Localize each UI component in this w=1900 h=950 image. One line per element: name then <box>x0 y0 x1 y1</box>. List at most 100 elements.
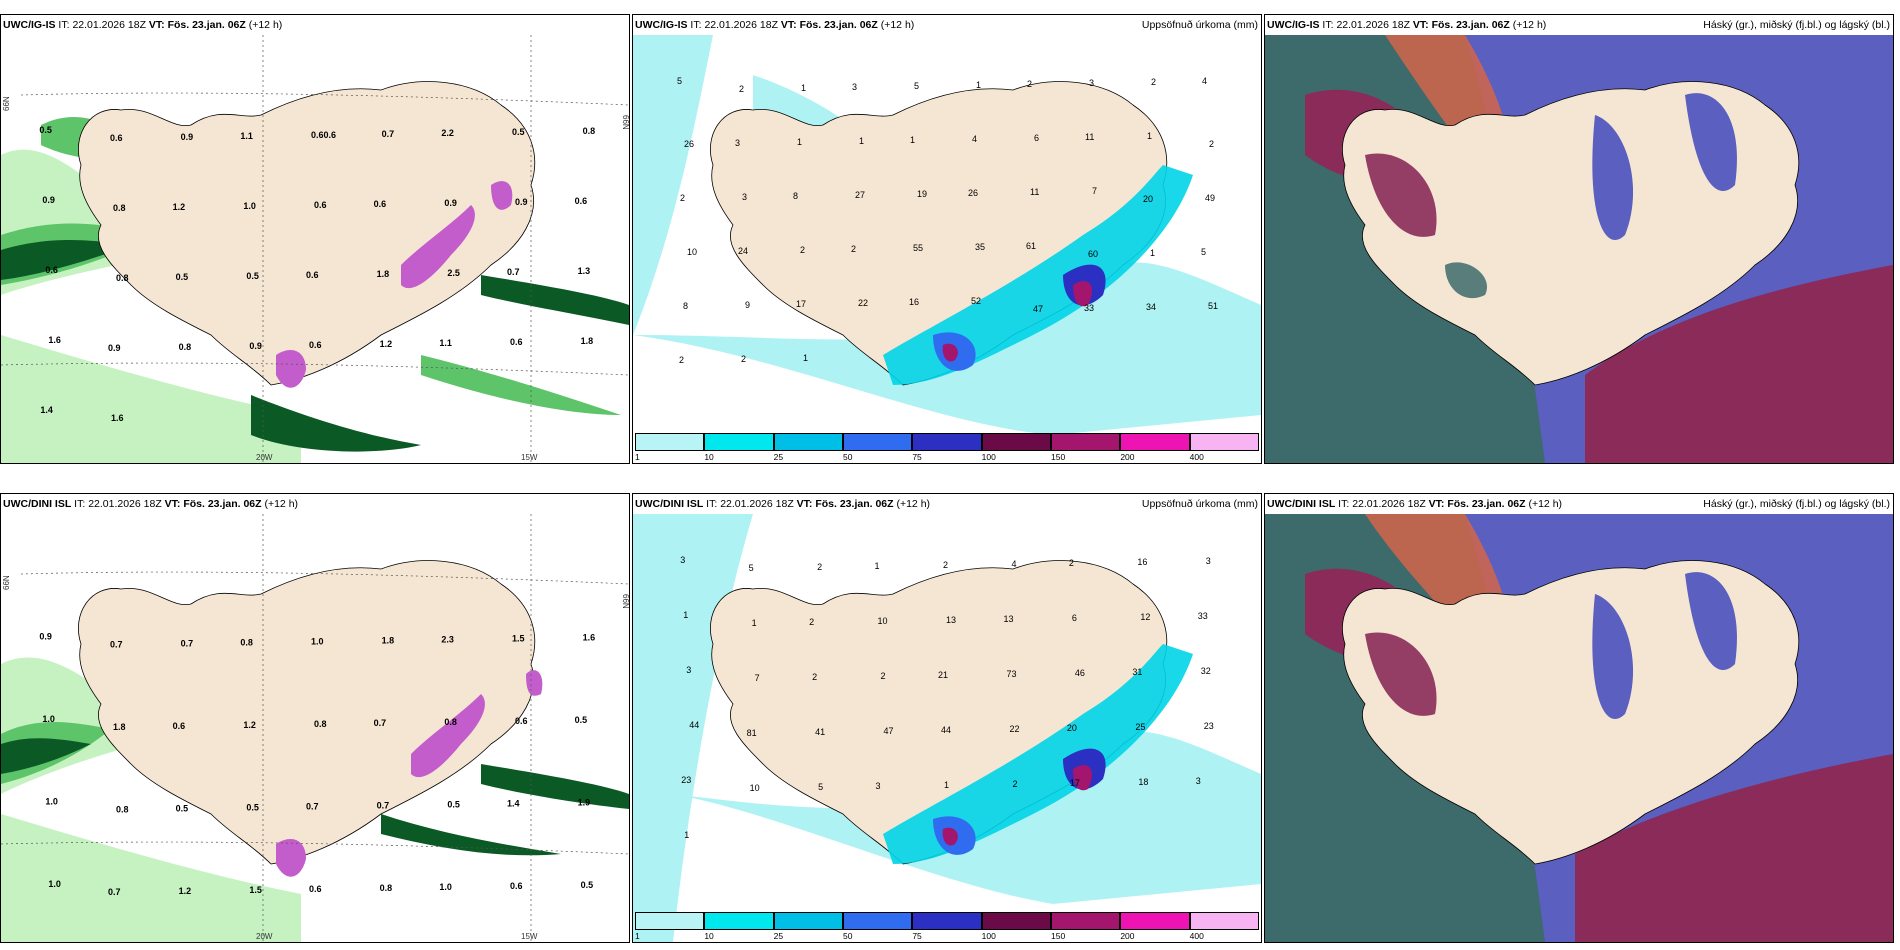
map-value-label: 17 <box>796 299 806 309</box>
map-value-label: 1.1 <box>439 338 452 348</box>
map-value-label: 2 <box>800 245 805 255</box>
map-value-label: 16 <box>909 297 919 307</box>
map-value-label: 0.6 <box>309 340 322 350</box>
map-value-label: 5 <box>677 76 682 86</box>
map-value-label: 1 <box>797 137 802 147</box>
map-value-label: 9 <box>745 300 750 310</box>
colorbar-segment <box>843 912 913 930</box>
map-value-label: 55 <box>913 243 923 253</box>
map-value-label: 0.8 <box>240 638 253 648</box>
map-value-label: 1.2 <box>173 202 186 212</box>
map-value-label: 1.3 <box>578 266 591 276</box>
map-value-label: 35 <box>975 242 985 252</box>
map-value-label: 1.6 <box>48 335 61 345</box>
map-value-label: 13 <box>946 615 956 625</box>
map-value-label: 1.8 <box>113 722 126 732</box>
map-value-label: 61 <box>1026 241 1036 251</box>
map-value-label: 3 <box>680 555 685 565</box>
map-value-label: 2 <box>741 354 746 364</box>
map-value-label: 0.9 <box>249 341 262 351</box>
colorbar-tick: 150 <box>1051 452 1066 462</box>
map-value-label: 2 <box>739 84 744 94</box>
map-value-label: 5 <box>914 81 919 91</box>
panel-title: UWC/IG-IS IT: 22.01.2026 18Z VT: Fös. 23… <box>635 19 915 31</box>
colorbar-segment <box>635 912 705 930</box>
map-value-label: 44 <box>941 725 951 735</box>
precip-title: Uppsöfnuð úrkoma (mm) <box>1141 19 1258 31</box>
map-value-label: 1 <box>976 80 981 90</box>
map-value-label: 33 <box>1198 611 1208 621</box>
map-value-label: 0.5 <box>447 800 460 810</box>
map-value-label: 0.9 <box>108 343 121 353</box>
map-value-label: 3 <box>1206 556 1211 566</box>
map-value-label: 1 <box>801 83 806 93</box>
map-value-label: 1.6 <box>583 633 596 643</box>
map-value-label: 0.9 <box>515 197 528 207</box>
colorbar-segment <box>1120 433 1190 451</box>
map-value-label: 2 <box>817 562 822 572</box>
map-value-label: 10 <box>878 616 888 626</box>
map-value-label: 0.6 <box>309 884 322 894</box>
map-value-label: 1 <box>859 136 864 146</box>
map-value-label: 1.2 <box>179 886 192 896</box>
map-value-label: 22 <box>1009 724 1019 734</box>
map-value-label: 3 <box>686 665 691 675</box>
map-value-label: 0.6 <box>173 721 186 731</box>
svg-text:66N: 66N <box>2 575 11 590</box>
map-value-label: 5 <box>818 782 823 792</box>
map-value-label: 0.5 <box>176 272 189 282</box>
map-value-label: 1.8 <box>382 636 395 646</box>
svg-text:66N: 66N <box>2 96 11 111</box>
cloud-map <box>1265 35 1893 463</box>
map-value-label: 3 <box>852 82 857 92</box>
map-value-label: 0.8 <box>314 719 327 729</box>
map-value-label: 1 <box>684 830 689 840</box>
map-value-label: 0.6 <box>306 270 319 280</box>
panel-title: UWC/DINI ISL IT: 22.01.2026 18Z VT: Fös.… <box>1267 498 1563 510</box>
map-value-label: 0.6 <box>575 196 588 206</box>
colorbar-tick: 400 <box>1189 452 1204 462</box>
colorbar-segment <box>704 433 774 451</box>
map-value-label: 1 <box>1150 248 1155 258</box>
map-value-label: 1.6 <box>111 413 124 423</box>
map-value-label: 32 <box>1201 666 1211 676</box>
map-value-label: 0.9 <box>444 198 457 208</box>
colorbar-tick: 10 <box>704 452 714 462</box>
map-value-label: 0.6 <box>510 337 523 347</box>
map-value-label: 33 <box>1084 303 1094 313</box>
colorbar-segment <box>704 912 774 930</box>
map-value-label: 0.7 <box>377 801 390 811</box>
map-value-label: 1.0 <box>439 882 452 892</box>
map-value-label: 5 <box>1201 247 1206 257</box>
map-value-label: 1 <box>944 780 949 790</box>
row1-wind-panel: UWC/IG-IS IT: 22.01.2026 18Z VT: Fös. 23… <box>0 14 630 464</box>
map-value-label: 1.4 <box>40 405 53 415</box>
colorbar-segment <box>1120 912 1190 930</box>
map-value-label: 4 <box>972 134 977 144</box>
map-value-label: 1.5 <box>512 634 525 644</box>
colorbar-segment <box>912 433 982 451</box>
map-value-label: 0.8 <box>179 342 192 352</box>
map-value-label: 1 <box>752 618 757 628</box>
map-value-label: 2 <box>680 193 685 203</box>
map-value-label: 51 <box>1208 301 1218 311</box>
map-value-label: 23 <box>1204 721 1214 731</box>
colorbar-segment <box>843 433 913 451</box>
map-value-label: 2 <box>1209 139 1214 149</box>
panel-title: UWC/DINI ISL IT: 22.01.2026 18Z VT: Fös.… <box>3 498 299 510</box>
map-value-label: 8 <box>683 301 688 311</box>
precip-colorbar: 1 10 25 50 75 100 150 200 400 <box>635 433 1259 462</box>
map-value-label: 2 <box>1027 79 1032 89</box>
map-value-label: 1 <box>875 561 880 571</box>
map-value-label: 0.5 <box>575 715 588 725</box>
map-value-label: 22 <box>858 298 868 308</box>
map-value-label: 2.2 <box>441 128 454 138</box>
colorbar-segment <box>1189 433 1259 451</box>
map-value-label: 2.3 <box>441 635 454 645</box>
map-value-label: 2 <box>809 617 814 627</box>
map-value-label: 1.0 <box>42 714 55 724</box>
map-value-label: 1.0 <box>243 201 256 211</box>
map-value-label: 1.2 <box>243 720 256 730</box>
map-value-label: 2 <box>851 244 856 254</box>
map-value-label: 0.5 <box>246 271 259 281</box>
